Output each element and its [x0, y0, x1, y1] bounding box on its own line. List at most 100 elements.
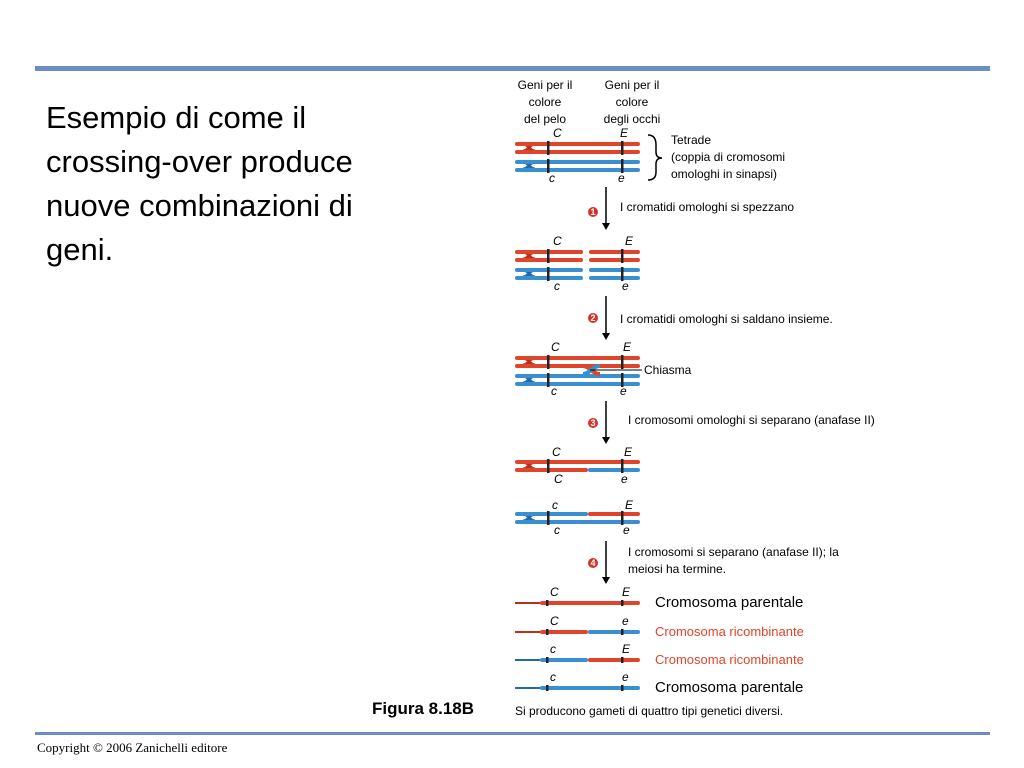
broken-red-homolog-locus-e [621, 249, 624, 263]
tetrad-blue-homolog-chromatid [515, 168, 640, 172]
allele-label: e [622, 614, 629, 628]
tetrad-label: (coppia di cromosomi [671, 150, 785, 164]
chiasma-blue-homolog-chromatid [515, 374, 640, 378]
gamete-chromosome-locus-c [546, 600, 549, 606]
chiasma-blue-homolog-locus-c [547, 373, 550, 387]
allele-label: E [623, 340, 632, 354]
separated-red-homolog-chromatid [588, 468, 640, 472]
slide-title: Esempio di come il crossing-over produce… [46, 100, 353, 267]
allele-label: e [620, 384, 627, 398]
gamete-chromosome [540, 658, 588, 662]
footer-note: Si producono gameti di quattro tipi gene… [515, 704, 783, 718]
separated-blue-homolog-chromatid [515, 520, 640, 524]
separated-blue-homolog-chromatid [588, 512, 640, 516]
gamete-chromosome-locus-c [546, 685, 549, 691]
allele-label: E [625, 234, 634, 248]
step2-badge-number: 2 [590, 313, 595, 323]
allele-label: c [550, 642, 556, 656]
broken-blue-homolog-chromatid [589, 268, 640, 272]
step1-arrow-head [602, 223, 610, 230]
step1-badge [588, 207, 598, 217]
broken-red-homolog-chromatid [589, 258, 640, 262]
tetrad-label: Tetrade [671, 133, 711, 147]
header-coat-genes: Geni per il [518, 78, 573, 92]
separated-red-homolog-locus-c [547, 459, 550, 473]
broken-blue-homolog-locus-c [547, 267, 550, 281]
parental-label: Cromosoma parentale [655, 679, 803, 696]
allele-label: C [550, 585, 559, 599]
gamete-chromosome-locus-e [621, 657, 624, 663]
recombinant-label: Cromosoma ricombinante [655, 652, 804, 667]
separated-blue-homolog-chromatid [515, 512, 588, 516]
allele-label: e [618, 171, 625, 185]
tetrad-red-homolog-chromatid [515, 142, 640, 146]
bottom-accent-bar [35, 732, 990, 735]
separated-red-homolog-chromatid [515, 468, 588, 472]
tetrad-blue-homolog-chromatid [515, 160, 640, 164]
gamete-chromosome [540, 630, 588, 634]
allele-label: C [554, 472, 563, 486]
allele-label: C [551, 340, 560, 354]
header-eye-genes: Geni per il [605, 78, 660, 92]
step4-arrow-head [602, 577, 610, 584]
separated-red-homolog-chromatid [515, 460, 640, 464]
header-coat-genes: colore [529, 95, 562, 109]
step1-badge-number: 1 [590, 207, 595, 217]
allele-label: E [620, 126, 629, 140]
step3-arrow-head [602, 437, 610, 444]
allele-label: c [551, 384, 557, 398]
tetrad-blue-homolog-locus-e [621, 159, 624, 173]
allele-label: e [622, 670, 629, 684]
header-coat-genes: del pelo [524, 112, 566, 126]
header-eye-genes: degli occhi [604, 112, 661, 126]
gamete-chromosome-locus-e [621, 600, 624, 606]
chiasma-label: Chiasma [644, 363, 692, 377]
allele-label: C [553, 126, 562, 140]
step2-arrow-head [602, 333, 610, 340]
chiasma-blue-homolog-locus-e [621, 373, 624, 387]
step4-text: I cromosomi si separano (anafase II); la [628, 545, 839, 559]
step4-text: meiosi ha termine. [628, 562, 726, 576]
copyright-text: Copyright © 2006 Zanichelli editore [37, 740, 228, 755]
separated-blue-homolog-locus-c [547, 511, 550, 525]
allele-label: E [622, 642, 631, 656]
allele-label: c [549, 171, 555, 185]
step2-badge [588, 313, 598, 323]
parental-label: Cromosoma parentale [655, 594, 803, 611]
step3-badge [588, 418, 598, 428]
allele-label: c [554, 523, 560, 537]
separated-red-homolog-locus-e [621, 459, 624, 473]
tetrad-label: omologhi in sinapsi) [671, 167, 777, 181]
allele-label: C [553, 234, 562, 248]
header-eye-genes: colore [616, 95, 649, 109]
allele-label: c [552, 498, 558, 512]
allele-label: e [623, 523, 630, 537]
gamete-chromosome [540, 686, 640, 690]
allele-label: C [550, 614, 559, 628]
step2-text: I cromatidi omologhi si saldano insieme. [620, 312, 833, 326]
broken-blue-homolog-chromatid [589, 276, 640, 280]
chiasma-red-homolog-locus-c [547, 355, 550, 369]
gamete-chromosome-locus-c [546, 629, 549, 635]
tetrad-red-homolog-chromatid [515, 150, 640, 154]
chiasma-blue-homolog-chromatid [515, 382, 640, 386]
gamete-chromosome [540, 601, 640, 605]
tetrad-red-homolog-locus-e [621, 141, 624, 155]
recombinant-label: Cromosoma ricombinante [655, 624, 804, 639]
step1-text: I cromatidi omologhi si spezzano [620, 200, 794, 214]
chiasma-red-homolog-locus-e [621, 355, 624, 369]
step4-badge [588, 558, 598, 568]
allele-label: e [622, 279, 629, 293]
allele-label: e [621, 472, 628, 486]
tetrad-red-homolog-locus-c [547, 141, 550, 155]
step4-badge-number: 4 [590, 558, 595, 568]
broken-red-homolog-chromatid [589, 250, 640, 254]
allele-label: E [622, 585, 631, 599]
tetrad-brace [647, 134, 663, 181]
step3-badge-number: 3 [590, 418, 595, 428]
allele-label: E [624, 445, 633, 459]
gamete-chromosome-locus-e [621, 629, 624, 635]
allele-label: c [550, 670, 556, 684]
allele-label: c [554, 279, 560, 293]
separated-blue-homolog-locus-e [621, 511, 624, 525]
